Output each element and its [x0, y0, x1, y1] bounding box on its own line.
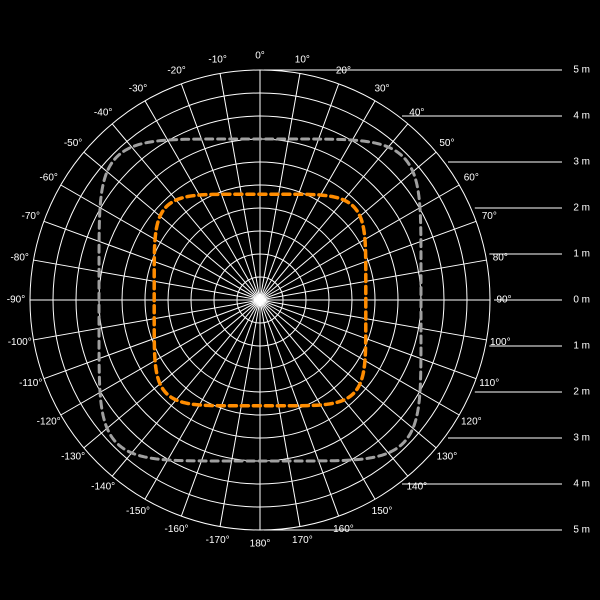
angle-label: -130° [61, 451, 85, 462]
angle-label: 110° [479, 378, 499, 389]
angle-label: -50° [64, 138, 82, 149]
polar-chart: -170° -160° -150° -140° -130° -120° -110° -100°… [0, 0, 600, 600]
radial-label: 2 m [573, 387, 590, 398]
angle-label: 20° [336, 65, 351, 76]
angle-label: -110° [19, 378, 42, 389]
angle-label: 30° [374, 83, 389, 94]
angle-label: -20° [167, 65, 185, 76]
angle-label: -150° [126, 506, 150, 517]
angle-label: -30° [129, 83, 147, 94]
angle-label: 160° [333, 524, 354, 535]
angle-label: -120° [37, 417, 61, 428]
angle-label: -140° [91, 482, 115, 493]
angle-label: -70° [21, 211, 39, 222]
radial-label: 4 m [573, 111, 590, 122]
angle-label: 70° [482, 211, 497, 222]
angle-label: 0° [255, 51, 265, 62]
angle-label: -170° [206, 535, 230, 546]
radial-label: 3 m [573, 157, 590, 168]
angle-label: 170° [292, 535, 313, 546]
radial-label: 0 m [573, 295, 590, 306]
angle-label: -100° [8, 337, 32, 348]
radial-label: 2 m [573, 203, 590, 214]
radial-label: 3 m [573, 433, 590, 444]
angle-label: -160° [165, 524, 189, 535]
angle-label: 10° [295, 54, 310, 65]
angle-label: -80° [10, 252, 28, 263]
angle-label: 130° [437, 451, 458, 462]
angle-label: 40° [409, 108, 424, 119]
radial-label: 5 m [573, 525, 590, 536]
angle-label: 50° [439, 138, 454, 149]
radial-label: 4 m [573, 479, 590, 490]
angle-label: 120° [461, 417, 482, 428]
angle-label: 140° [406, 482, 427, 493]
angle-label: 150° [372, 506, 393, 517]
angle-label: -90° [7, 295, 25, 306]
angle-label: -10° [208, 54, 226, 65]
radial-label: 1 m [573, 341, 590, 352]
angle-label: 180° [250, 539, 271, 550]
radial-label: 1 m [573, 249, 590, 260]
angle-label: -40° [94, 108, 112, 119]
angle-label: 60° [464, 173, 479, 184]
angle-label: -60° [39, 173, 57, 184]
radial-label: 5 m [573, 65, 590, 76]
